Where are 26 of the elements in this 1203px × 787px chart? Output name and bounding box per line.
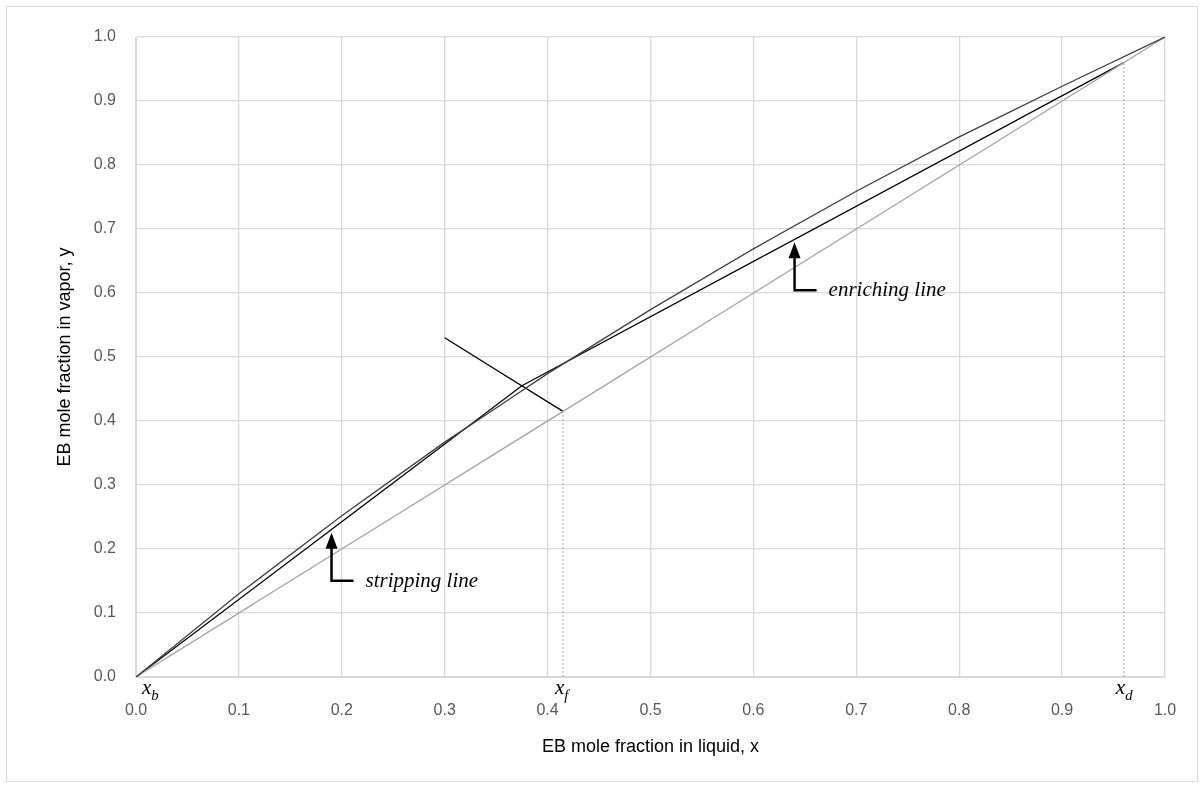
y-tick-label: 0.8: [93, 155, 117, 173]
y-tick-label: 0.2: [93, 539, 117, 557]
y-tick-label: 0.0: [93, 667, 117, 685]
x-tick-label: 0.7: [845, 701, 868, 719]
y-tick-label: 0.6: [93, 283, 117, 301]
y-axis-title: EB mole fraction in vapor, y: [53, 247, 74, 467]
x-tick-label: 0.0: [124, 701, 148, 719]
y-tick-label: 0.7: [93, 219, 117, 237]
y-tick-label: 0.3: [93, 475, 117, 493]
x-tick-label: 0.6: [742, 701, 765, 719]
x-tick-label: 1.0: [1153, 701, 1177, 719]
x-tick-label: 0.9: [1050, 701, 1074, 719]
y-tick-label: 0.1: [93, 603, 117, 621]
x-axis-title: EB mole fraction in liquid, x: [541, 736, 760, 757]
y-tick-label: 0.4: [93, 411, 117, 429]
x-tick-label: 0.5: [639, 701, 662, 719]
annotation: enriching line: [828, 277, 946, 302]
x-tick-label: 0.4: [536, 701, 559, 719]
annotation: stripping line: [365, 567, 479, 592]
y-tick-label: 0.5: [93, 347, 117, 365]
x-tick-label: 0.2: [330, 701, 354, 719]
y-tick-label: 0.9: [93, 91, 117, 109]
x-tick-label: 0.8: [948, 701, 971, 719]
x-tick-label: 0.1: [227, 701, 251, 719]
x-tick-label: 0.3: [433, 701, 456, 719]
y-tick-label: 1.0: [93, 27, 117, 45]
